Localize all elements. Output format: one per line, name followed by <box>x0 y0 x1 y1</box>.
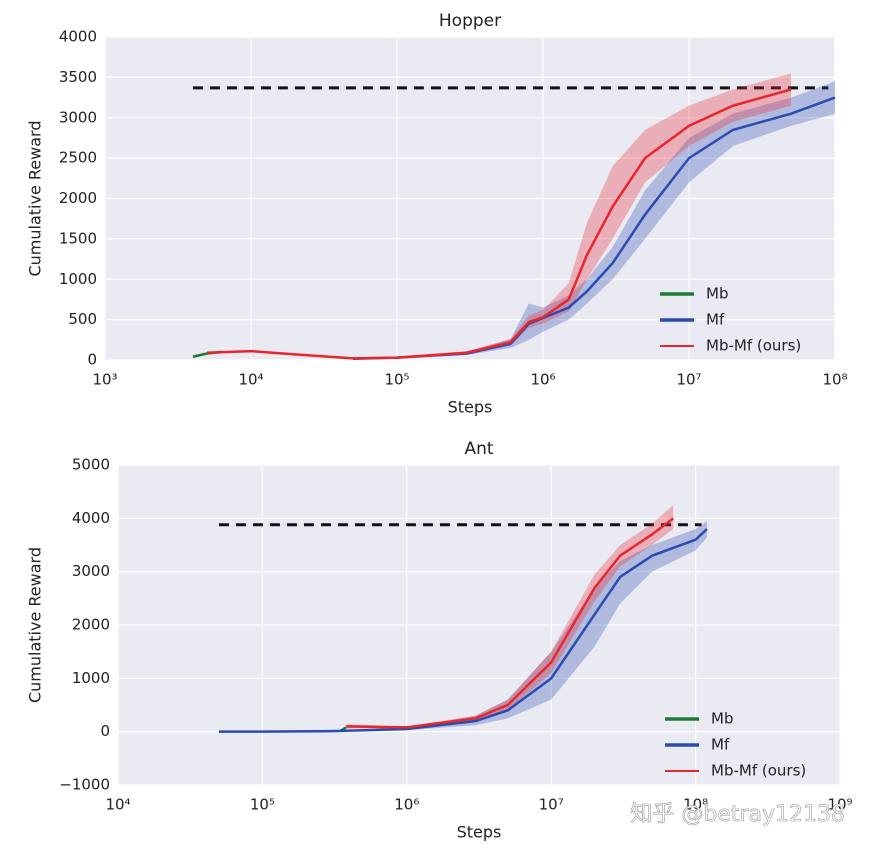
x-tick-label: 10⁵ <box>250 796 275 814</box>
x-tick-label: 10⁹ <box>827 796 852 814</box>
watermark: 知乎 @betray12138 <box>630 802 845 827</box>
x-tick-label: 10⁶ <box>530 371 555 389</box>
y-tick-label: 3000 <box>59 108 97 126</box>
y-tick-label: 2000 <box>72 616 110 634</box>
x-axis-label: Steps <box>448 398 493 417</box>
y-tick-label: 4000 <box>72 509 110 527</box>
x-tick-label: 10⁷ <box>676 371 701 389</box>
y-tick-label: 1500 <box>59 229 97 247</box>
x-tick-label: 10³ <box>92 371 117 389</box>
legend-label: Mb <box>706 285 728 303</box>
x-tick-label: 10⁸ <box>822 371 847 389</box>
y-tick-label: 0 <box>100 722 110 740</box>
y-tick-label: 3000 <box>72 562 110 580</box>
legend-label: Mb <box>711 710 733 728</box>
y-tick-label: 1000 <box>72 669 110 687</box>
legend-label: Mf <box>711 736 730 754</box>
x-tick-label: 10⁴ <box>238 371 263 389</box>
y-axis-label: Cumulative Reward <box>26 547 45 703</box>
confidence-band <box>207 73 792 359</box>
confidence-band <box>353 81 835 360</box>
chart-title: Ant <box>464 439 493 459</box>
x-tick-label: 10⁸ <box>683 796 708 814</box>
legend-label: Mb-Mf (ours) <box>711 762 806 780</box>
x-tick-label: 10⁴ <box>105 796 130 814</box>
legend-label: Mf <box>706 311 725 329</box>
y-tick-label: 3500 <box>59 68 97 86</box>
series-line <box>207 88 792 360</box>
y-tick-label: 5000 <box>72 456 110 474</box>
series-line <box>346 517 674 729</box>
y-tick-label: 2500 <box>59 149 97 167</box>
x-axis-label: Steps <box>457 823 502 842</box>
y-axis-label: Cumulative Reward <box>26 121 45 277</box>
y-tick-label: 2000 <box>59 189 97 207</box>
x-tick-label: 10⁵ <box>384 371 409 389</box>
y-tick-label: 0 <box>87 351 97 369</box>
legend-label: Mb-Mf (ours) <box>706 337 801 355</box>
y-tick-label: 1000 <box>59 270 97 288</box>
series-line <box>218 528 708 733</box>
x-tick-label: 10⁶ <box>394 796 419 814</box>
y-tick-label: 500 <box>68 310 97 328</box>
x-tick-label: 10⁷ <box>539 796 564 814</box>
chart-title: Hopper <box>439 11 501 31</box>
y-tick-label: −1000 <box>59 776 110 794</box>
y-tick-label: 4000 <box>59 28 97 46</box>
